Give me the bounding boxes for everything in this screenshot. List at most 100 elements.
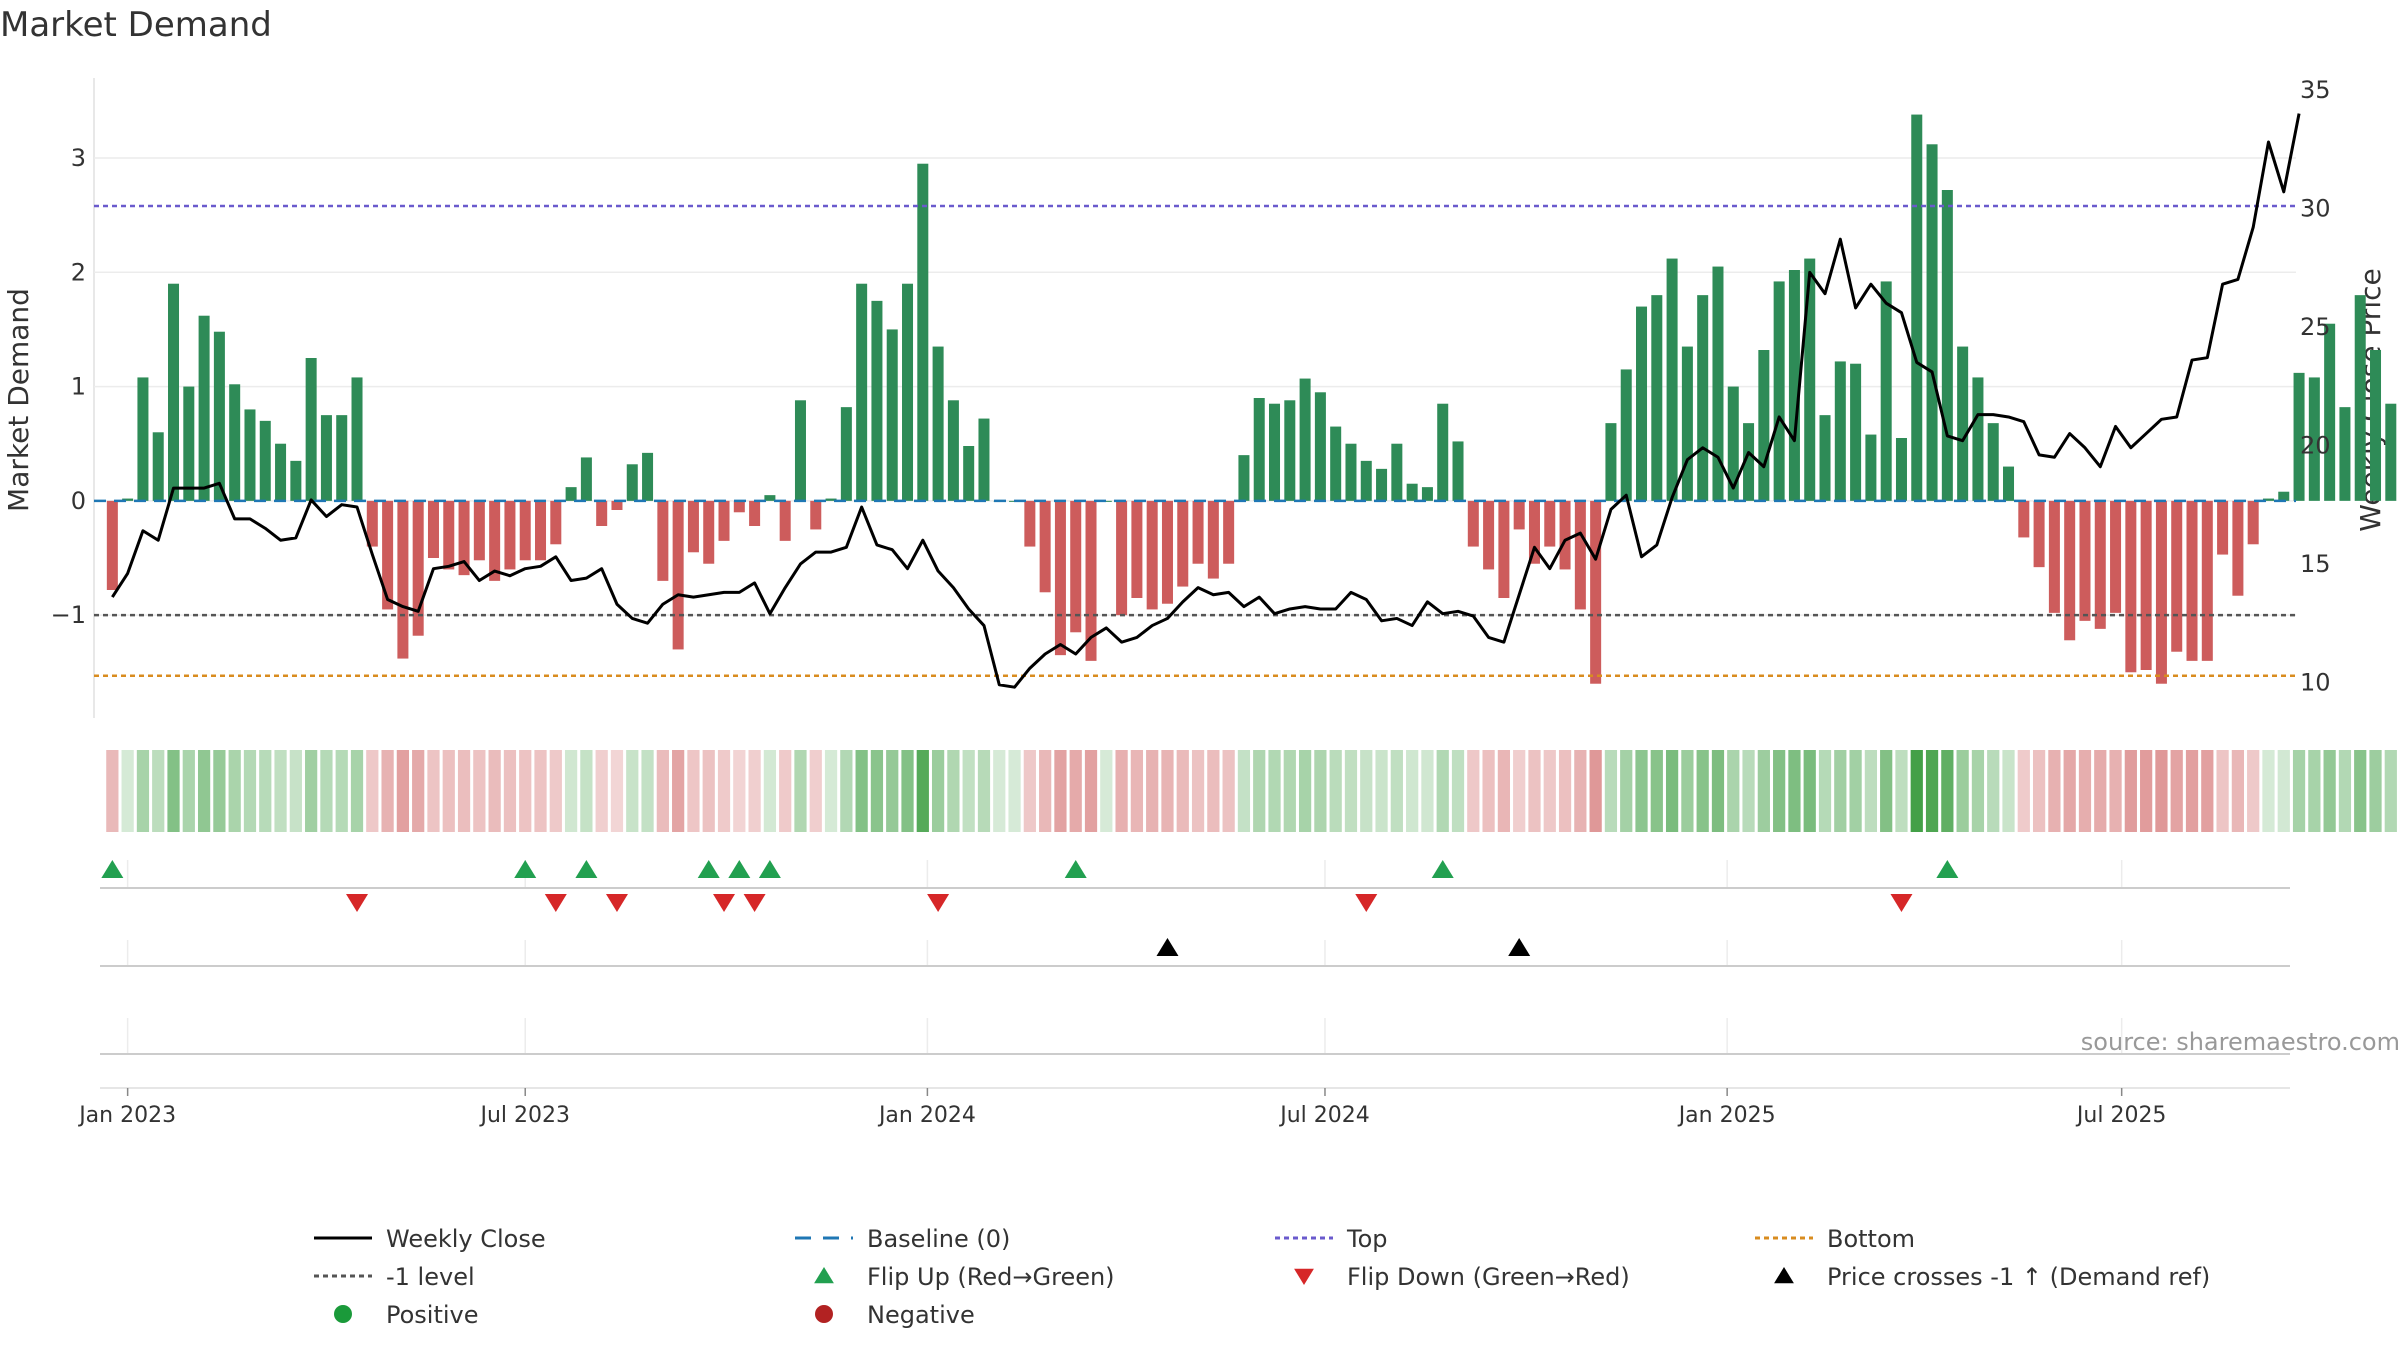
- demand-bar: [2217, 501, 2228, 555]
- demand-bar: [1758, 350, 1769, 501]
- demand-bar: [1621, 369, 1632, 500]
- flip-up-marker: [759, 860, 781, 878]
- strip-cell: [978, 750, 990, 832]
- demand-bar: [657, 501, 668, 581]
- strip-cell: [993, 750, 1005, 832]
- demand-bar: [1162, 501, 1173, 604]
- demand-bar: [229, 384, 240, 501]
- demand-bar: [673, 501, 684, 650]
- right-tick-label: 35: [2300, 76, 2331, 104]
- legend-label-bottom: Bottom: [1827, 1225, 1915, 1253]
- flip-down-marker: [713, 894, 735, 912]
- strip-cell: [1742, 750, 1754, 832]
- legend-label-top: Top: [1346, 1225, 1388, 1253]
- strip-cell: [1360, 750, 1372, 832]
- strip-cell: [947, 750, 959, 832]
- demand-bar: [443, 501, 454, 570]
- strip-cell: [1177, 750, 1189, 832]
- demand-bar: [1881, 281, 1892, 500]
- strip-cell: [183, 750, 195, 832]
- strip-cell: [626, 750, 638, 832]
- demand-bar: [290, 461, 301, 501]
- demand-bars: [107, 115, 2400, 684]
- demand-bar: [2034, 501, 2045, 567]
- demand-bar: [1376, 469, 1387, 501]
- demand-bar: [1804, 259, 1815, 501]
- demand-bar: [260, 421, 271, 501]
- legend-label-price-cross: Price crosses -1 ↑ (Demand ref): [1827, 1263, 2210, 1291]
- strip-cell: [1238, 750, 1250, 832]
- strip-cell: [122, 750, 134, 832]
- strip-cell: [1880, 750, 1892, 832]
- demand-bar: [933, 347, 944, 501]
- demand-bar: [2278, 492, 2289, 501]
- strip-cell: [2094, 750, 2106, 832]
- demand-bar: [764, 495, 775, 501]
- demand-bar: [504, 501, 515, 570]
- strip-cell: [351, 750, 363, 832]
- demand-bar: [183, 387, 194, 501]
- demand-bar: [703, 501, 714, 564]
- demand-bar: [168, 284, 179, 501]
- strip-cell: [2369, 750, 2381, 832]
- demand-bar: [1437, 404, 1448, 501]
- demand-bar: [1957, 347, 1968, 501]
- chart-title: Market Demand: [0, 5, 272, 45]
- demand-bar: [1407, 484, 1418, 501]
- strip-cell: [1085, 750, 1097, 832]
- strip-cell: [1528, 750, 1540, 832]
- demand-bar: [749, 501, 760, 526]
- strip-cell: [1314, 750, 1326, 832]
- demand-bar: [948, 400, 959, 501]
- demand-bar: [2079, 501, 2090, 621]
- strip-cell: [748, 750, 760, 832]
- demand-bar: [1590, 501, 1601, 684]
- demand-bar: [1055, 501, 1066, 655]
- strip-cell: [1941, 750, 1953, 832]
- strip-cell: [856, 750, 868, 832]
- strip-cell: [1819, 750, 1831, 832]
- strip-cell: [1268, 750, 1280, 832]
- strip-cell: [1161, 750, 1173, 832]
- demand-bar: [1667, 259, 1678, 501]
- demand-bar: [1193, 501, 1204, 564]
- demand-bar: [978, 419, 989, 501]
- strip-cell: [489, 750, 501, 832]
- strip-cell: [1987, 750, 1999, 832]
- strip-cell: [794, 750, 806, 832]
- strip-cell: [2186, 750, 2198, 832]
- demand-bar: [596, 501, 607, 526]
- strip-cell: [259, 750, 271, 832]
- strip-cell: [2293, 750, 2305, 832]
- demand-bar: [1208, 501, 1219, 579]
- demand-bar: [2110, 501, 2121, 613]
- legend-label-weekly-close: Weekly Close: [386, 1225, 546, 1253]
- strip-cell: [2155, 750, 2167, 832]
- flip-up-marker: [575, 860, 597, 878]
- demand-bar: [1988, 423, 1999, 501]
- strip-cell: [657, 750, 669, 832]
- strip-cell: [550, 750, 562, 832]
- strip-cell: [703, 750, 715, 832]
- strip-cell: [1223, 750, 1235, 832]
- strip-cell: [2232, 750, 2244, 832]
- strip-cell: [963, 750, 975, 832]
- strip-cell: [596, 750, 608, 832]
- grid-layer: [94, 78, 2296, 1088]
- demand-bar: [642, 453, 653, 501]
- strip-cell: [840, 750, 852, 832]
- strip-cell: [1513, 750, 1525, 832]
- demand-bar: [153, 432, 164, 501]
- demand-bar: [244, 409, 255, 500]
- strip-cell: [1972, 750, 1984, 832]
- demand-bar: [214, 332, 225, 501]
- strip-cell: [1666, 750, 1678, 832]
- strip-cell: [1651, 750, 1663, 832]
- strip-cell: [2278, 750, 2290, 832]
- legend-swatch-flip-up: [814, 1267, 834, 1283]
- strip-cell: [2385, 750, 2397, 832]
- flip-up-marker: [1936, 860, 1958, 878]
- flip-up-marker: [698, 860, 720, 878]
